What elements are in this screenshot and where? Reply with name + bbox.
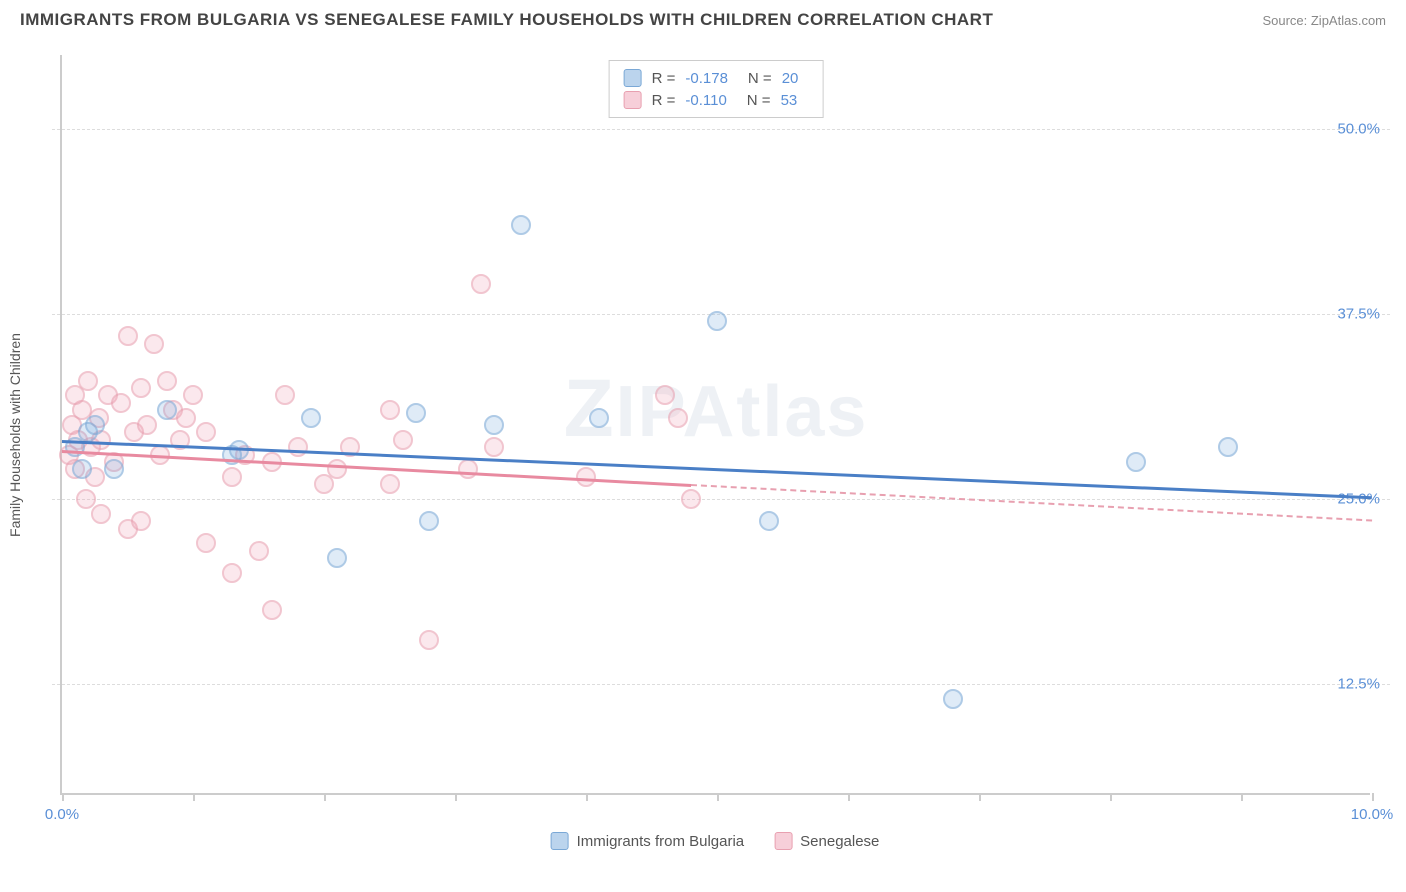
x-tick bbox=[1241, 793, 1243, 801]
data-point-blue bbox=[707, 311, 727, 331]
x-tick bbox=[848, 793, 850, 801]
data-point-pink bbox=[393, 430, 413, 450]
legend-label-blue: Immigrants from Bulgaria bbox=[577, 833, 745, 850]
data-point-pink bbox=[484, 437, 504, 457]
data-point-blue bbox=[72, 459, 92, 479]
y-tick-label: 50.0% bbox=[1337, 121, 1380, 138]
data-point-pink bbox=[380, 400, 400, 420]
data-point-pink bbox=[196, 422, 216, 442]
data-point-pink bbox=[655, 385, 675, 405]
data-point-blue bbox=[327, 548, 347, 568]
data-point-pink bbox=[471, 274, 491, 294]
data-point-pink bbox=[144, 334, 164, 354]
legend-swatch-pink-icon bbox=[774, 832, 792, 850]
x-tick bbox=[1110, 793, 1112, 801]
data-point-pink bbox=[249, 541, 269, 561]
chart-title: IMMIGRANTS FROM BULGARIA VS SENEGALESE F… bbox=[20, 10, 993, 30]
watermark: ZIPAtlas bbox=[564, 362, 869, 456]
data-point-blue bbox=[484, 415, 504, 435]
x-tick bbox=[979, 793, 981, 801]
stat-r-label2: R = bbox=[652, 92, 676, 109]
data-point-blue bbox=[511, 215, 531, 235]
x-tick bbox=[586, 793, 588, 801]
stat-n-pink: 53 bbox=[781, 92, 798, 109]
stats-legend-box: R = -0.178 N = 20 R = -0.110 N = 53 bbox=[609, 60, 824, 118]
data-point-pink bbox=[419, 630, 439, 650]
chart-area: Family Households with Children ZIPAtlas… bbox=[50, 55, 1380, 815]
legend-item-blue: Immigrants from Bulgaria bbox=[551, 832, 745, 850]
plot-area: ZIPAtlas R = -0.178 N = 20 R = -0.110 N … bbox=[60, 55, 1370, 795]
data-point-blue bbox=[301, 408, 321, 428]
data-point-blue bbox=[943, 689, 963, 709]
x-tick-label: 0.0% bbox=[45, 806, 79, 823]
data-point-pink bbox=[275, 385, 295, 405]
stats-row-pink: R = -0.110 N = 53 bbox=[624, 89, 809, 111]
data-point-pink bbox=[65, 385, 85, 405]
legend-item-pink: Senegalese bbox=[774, 832, 879, 850]
trend-line-blue bbox=[62, 440, 1372, 499]
data-point-pink bbox=[76, 489, 96, 509]
stat-r-blue: -0.178 bbox=[685, 70, 728, 87]
stat-n-label2: N = bbox=[747, 92, 771, 109]
data-point-pink bbox=[327, 459, 347, 479]
stat-r-label: R = bbox=[652, 70, 676, 87]
data-point-pink bbox=[137, 415, 157, 435]
data-point-pink bbox=[196, 533, 216, 553]
data-point-pink bbox=[222, 467, 242, 487]
legend-swatch-blue-icon bbox=[551, 832, 569, 850]
data-point-pink bbox=[118, 326, 138, 346]
stats-row-blue: R = -0.178 N = 20 bbox=[624, 67, 809, 89]
stat-n-blue: 20 bbox=[782, 70, 799, 87]
swatch-blue-icon bbox=[624, 69, 642, 87]
data-point-pink bbox=[111, 393, 131, 413]
y-tick-label: 12.5% bbox=[1337, 676, 1380, 693]
data-point-pink bbox=[131, 511, 151, 531]
x-tick bbox=[717, 793, 719, 801]
bottom-legend: Immigrants from Bulgaria Senegalese bbox=[551, 832, 880, 850]
data-point-pink bbox=[458, 459, 478, 479]
legend-label-pink: Senegalese bbox=[800, 833, 879, 850]
data-point-pink bbox=[222, 563, 242, 583]
x-tick-label: 10.0% bbox=[1351, 806, 1394, 823]
x-tick bbox=[1372, 793, 1374, 801]
x-tick bbox=[455, 793, 457, 801]
gridline-h bbox=[52, 684, 1390, 685]
y-tick-label: 37.5% bbox=[1337, 306, 1380, 323]
stat-r-pink: -0.110 bbox=[685, 92, 726, 109]
data-point-blue bbox=[85, 415, 105, 435]
y-axis-label: Family Households with Children bbox=[7, 333, 23, 537]
data-point-blue bbox=[759, 511, 779, 531]
gridline-h bbox=[52, 499, 1390, 500]
data-point-pink bbox=[91, 504, 111, 524]
data-point-pink bbox=[668, 408, 688, 428]
source-label: Source: ZipAtlas.com bbox=[1262, 13, 1386, 28]
data-point-blue bbox=[1218, 437, 1238, 457]
stat-n-label: N = bbox=[748, 70, 772, 87]
trend-line-pink-dashed bbox=[691, 484, 1372, 522]
data-point-blue bbox=[419, 511, 439, 531]
y-tick-label: 25.0% bbox=[1337, 491, 1380, 508]
data-point-blue bbox=[1126, 452, 1146, 472]
gridline-h bbox=[52, 129, 1390, 130]
data-point-pink bbox=[183, 385, 203, 405]
data-point-blue bbox=[104, 459, 124, 479]
data-point-pink bbox=[576, 467, 596, 487]
data-point-pink bbox=[262, 600, 282, 620]
data-point-blue bbox=[589, 408, 609, 428]
data-point-blue bbox=[157, 400, 177, 420]
data-point-pink bbox=[176, 408, 196, 428]
x-tick bbox=[324, 793, 326, 801]
data-point-pink bbox=[681, 489, 701, 509]
data-point-pink bbox=[288, 437, 308, 457]
data-point-pink bbox=[157, 371, 177, 391]
data-point-pink bbox=[131, 378, 151, 398]
swatch-pink-icon bbox=[624, 91, 642, 109]
data-point-pink bbox=[380, 474, 400, 494]
x-tick bbox=[62, 793, 64, 801]
x-tick bbox=[193, 793, 195, 801]
data-point-blue bbox=[406, 403, 426, 423]
